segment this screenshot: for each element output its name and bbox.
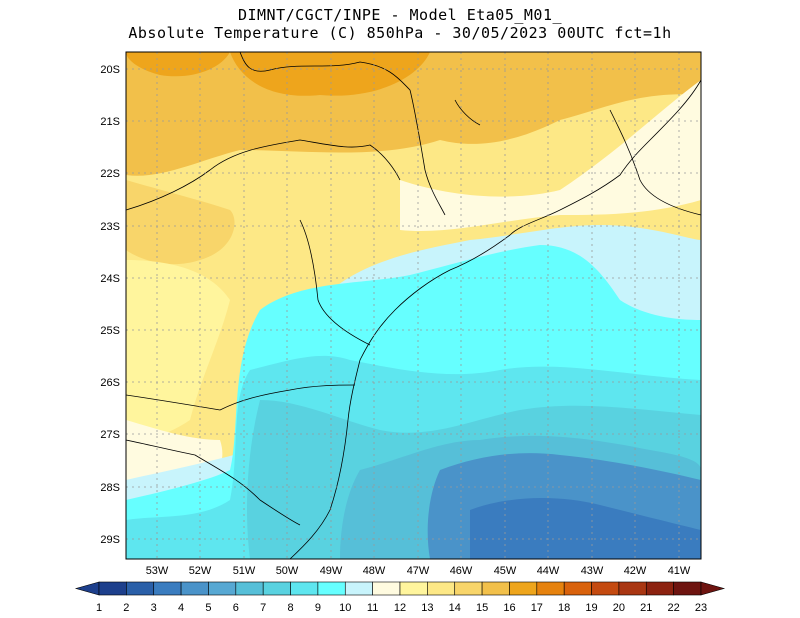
colorbar-arrow-right — [700, 581, 726, 596]
colorbar-label: 14 — [449, 602, 461, 614]
colorbar-swatch — [399, 581, 428, 596]
lon-label: 44W — [537, 565, 560, 577]
colorbar-swatch — [645, 581, 674, 596]
colorbar-swatch — [591, 581, 620, 596]
colorbar-swatch — [536, 581, 565, 596]
lon-label: 41W — [668, 565, 691, 577]
lon-label: 47W — [407, 565, 430, 577]
colorbar-swatch — [290, 581, 319, 596]
colorbar-label: 20 — [613, 602, 625, 614]
lat-label: 21S — [100, 116, 120, 128]
colorbar-label: 1 — [96, 602, 102, 614]
colorbar-label: 11 — [367, 602, 378, 614]
colorbar-swatch — [563, 581, 592, 596]
colorbar-label: 19 — [585, 602, 597, 614]
colorbar-swatch — [372, 581, 401, 596]
lat-label: 24S — [100, 273, 120, 285]
colorbar-swatch — [153, 581, 182, 596]
colorbar-label: 18 — [558, 602, 570, 614]
lat-label: 23S — [100, 221, 120, 233]
map-title-line2: Absolute Temperature (C) 850hPa - 30/05/… — [128, 24, 672, 42]
colorbar-swatch — [262, 581, 291, 596]
lat-label: 22S — [100, 168, 120, 180]
longitude-labels: 53W 52W 51W 50W 49W 48W 47W 46W 45W 44W … — [146, 565, 691, 577]
map-title-line1: DIMNT/CGCT/INPE - Model Eta05_M01_ — [237, 6, 563, 24]
lat-label: 29S — [100, 534, 120, 546]
colorbar-label: 22 — [668, 602, 680, 614]
lat-label: 27S — [100, 429, 120, 441]
lon-label: 48W — [363, 565, 386, 577]
colorbar-swatch — [618, 581, 647, 596]
colorbar-label: 2 — [123, 602, 129, 614]
colorbar-swatch — [673, 581, 702, 596]
colorbar-label: 10 — [339, 602, 351, 614]
colorbar-swatch — [344, 581, 373, 596]
lon-label: 51W — [233, 565, 256, 577]
colorbar-label: 17 — [531, 602, 543, 614]
coastline-borders — [125, 51, 702, 560]
colorbar-swatch — [481, 581, 510, 596]
colorbar-label: 9 — [315, 602, 321, 614]
lon-label: 52W — [189, 565, 212, 577]
colorbar-swatch — [317, 581, 346, 596]
colorbar-label: 3 — [151, 602, 157, 614]
colorbar-swatch — [509, 581, 538, 596]
colorbar-label: 8 — [287, 602, 293, 614]
latitude-labels: 20S 21S 22S 23S 24S 25S 26S 27S 28S 29S — [100, 64, 120, 546]
colorbar-swatch — [126, 581, 155, 596]
lat-label: 20S — [100, 64, 120, 76]
colorbar-swatch — [208, 581, 237, 596]
colorbar-swatch — [98, 581, 127, 596]
colorbar-label: 12 — [394, 602, 406, 614]
lon-label: 42W — [624, 565, 647, 577]
colorbar-swatch — [235, 581, 264, 596]
lon-label: 46W — [450, 565, 473, 577]
colorbar-label: 16 — [503, 602, 515, 614]
lon-label: 50W — [276, 565, 299, 577]
colorbar-swatch — [180, 581, 209, 596]
colorbar-label: 15 — [476, 602, 488, 614]
temperature-field — [126, 52, 701, 559]
colorbar-swatch — [427, 581, 456, 596]
lat-label: 28S — [100, 482, 120, 494]
colorbar-label: 4 — [178, 602, 184, 614]
colorbar-label: 21 — [640, 602, 652, 614]
lat-label: 26S — [100, 377, 120, 389]
lon-label: 53W — [146, 565, 169, 577]
colorbar-label: 7 — [260, 602, 266, 614]
colorbar-label: 6 — [233, 602, 239, 614]
lon-label: 45W — [494, 565, 517, 577]
lon-label: 49W — [320, 565, 343, 577]
colorbar-label: 13 — [421, 602, 433, 614]
lat-label: 25S — [100, 325, 120, 337]
colorbar: 1 2 3 4 5 6 7 8 9 10 11 12 13 14 15 16 17 18 19 20 21 22 23 — [74, 581, 726, 614]
colorbar-label: 5 — [205, 602, 211, 614]
colorbar-label: 23 — [695, 602, 707, 614]
graticule — [126, 52, 701, 559]
map-border — [125, 51, 702, 560]
lon-label: 43W — [581, 565, 604, 577]
colorbar-swatch — [454, 581, 483, 596]
colorbar-arrow-left — [74, 581, 100, 596]
